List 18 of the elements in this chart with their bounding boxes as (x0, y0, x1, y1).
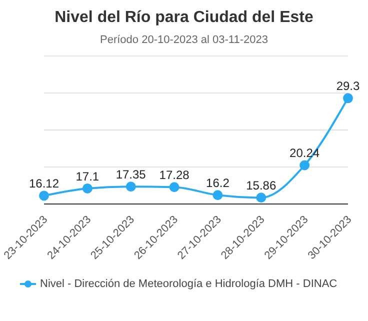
data-label: 17.35 (116, 168, 146, 182)
data-label: 16.2 (206, 176, 230, 190)
legend-label: Nivel - Dirección de Meteorología e Hidrología DMH - DINAC (40, 278, 338, 290)
point (126, 182, 136, 192)
point (169, 182, 180, 192)
data-label: 15.86 (246, 178, 276, 193)
chart-title: Nivel del Río para Ciudad del Este (54, 9, 314, 27)
data-label: 17.28 (159, 168, 190, 182)
chart-subtitle: Período 20-10-2023 al 03-11-2023 (99, 34, 269, 46)
data-label: 16.12 (28, 176, 60, 191)
point (39, 190, 49, 201)
point (343, 93, 353, 104)
point (300, 160, 310, 170)
point (212, 190, 223, 200)
point (82, 183, 92, 194)
point (256, 192, 266, 203)
data-label: 17.1 (76, 169, 100, 184)
data-label: 29.3 (336, 79, 360, 94)
